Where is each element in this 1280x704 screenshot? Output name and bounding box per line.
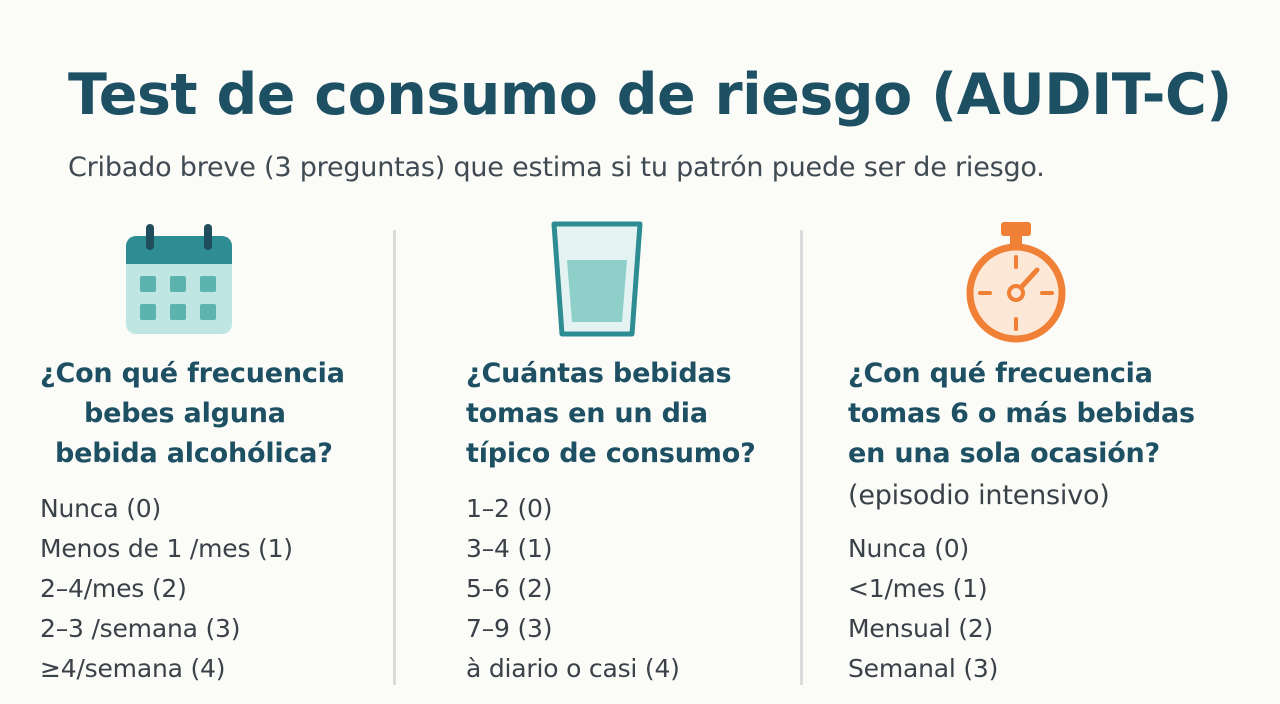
stopwatch-icon <box>966 222 1066 343</box>
option-item: à diario o casi (4) <box>466 654 680 683</box>
question-binge: ¿Con qué frecuencia tomas 6 o más bebida… <box>848 354 1228 474</box>
option-item: 1–2 (0) <box>466 494 553 523</box>
option-item: 7–9 (3) <box>466 614 553 643</box>
options-list-quantity: 1–2 (0) 3–4 (1) 5–6 (2) 7–9 (3) à diario… <box>466 489 680 689</box>
option-item: Nunca (0) <box>40 494 162 523</box>
question-line: ¿Con qué frecuencia <box>40 358 345 389</box>
option-item: 2–3 /semana (3) <box>40 614 241 643</box>
page-title: Test de consumo de riesgo (AUDIT-C) <box>68 62 1232 128</box>
column-divider-2 <box>800 230 803 685</box>
option-item: <1/mes (1) <box>848 574 988 603</box>
option-item: 3–4 (1) <box>466 534 553 563</box>
question-line: bebida alcohólica? <box>55 438 333 469</box>
page-subtitle: Cribado breve (3 preguntas) que estima s… <box>68 152 1045 183</box>
question-frequency: ¿Con qué frecuencia bebes alguna bebida … <box>40 354 360 474</box>
option-item: 5–6 (2) <box>466 574 553 603</box>
calendar-icon <box>126 224 232 334</box>
glass-icon <box>551 221 643 337</box>
options-list-binge: Nunca (0) <1/mes (1) Mensual (2) Semanal… <box>848 529 998 689</box>
option-item: Semanal (3) <box>848 654 999 683</box>
question-line: en una sola ocasión? <box>848 438 1161 469</box>
option-item: Menos de 1 /mes (1) <box>40 534 293 563</box>
question-line: tomas 6 o más bebidas <box>848 398 1195 429</box>
column-divider-1 <box>393 230 396 685</box>
question-line: tomas en un dia <box>466 398 708 429</box>
question-note: (episodio intensivo) <box>848 480 1110 511</box>
question-line: bebes alguna <box>84 398 286 429</box>
question-line: ¿Cuántas bebidas <box>466 358 732 389</box>
option-item: Nunca (0) <box>848 534 970 563</box>
options-list-frequency: Nunca (0) Menos de 1 /mes (1) 2–4/mes (2… <box>40 489 293 689</box>
option-item: Mensual (2) <box>848 614 994 643</box>
option-item: 2–4/mes (2) <box>40 574 187 603</box>
question-quantity: ¿Cuántas bebidas tomas en un dia típico … <box>466 354 786 474</box>
question-line: ¿Con qué frecuencia <box>848 358 1153 389</box>
option-item: ≥4/semana (4) <box>40 654 226 683</box>
question-line: típico de consumo? <box>466 438 756 469</box>
